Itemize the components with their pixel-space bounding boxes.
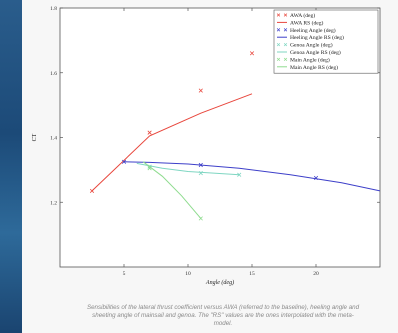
y-axis-label: CT bbox=[32, 133, 38, 141]
caption-line-1: Sensibilities of the lateral thrust coef… bbox=[86, 304, 360, 311]
y-tick-label-2: 1.6 bbox=[50, 71, 57, 77]
figure-card: 5 10 15 20 1.2 1.4 1.6 1.8 AWA (deg) AWA RS (deg… bbox=[22, 0, 398, 333]
chart: 5 10 15 20 1.2 1.4 1.6 1.8 AWA (deg)AWA RS (deg… bbox=[32, 6, 381, 286]
data-point-2-0 bbox=[121, 159, 127, 164]
legend-entry-1: AWA RS (deg) bbox=[277, 19, 324, 26]
svg-text:Main Angle RS (deg): Main Angle RS (deg) bbox=[290, 64, 338, 71]
legend-entry-3: Heeling Angle RS (deg) bbox=[277, 34, 344, 41]
legend-entry-2: Heeling Angle (deg) bbox=[276, 27, 336, 34]
svg-text:AWA RS (deg): AWA RS (deg) bbox=[290, 19, 324, 26]
y-tick-label-0: 1.2 bbox=[50, 200, 57, 206]
series-line-7 bbox=[142, 161, 202, 219]
legend: AWA (deg)AWA RS (deg)Heeling Angle (deg)… bbox=[273, 9, 379, 74]
y-tick-label-3: 1.8 bbox=[50, 6, 57, 12]
series-group bbox=[89, 51, 381, 221]
legend-entry-5: Genoa Angle RS (deg) bbox=[277, 49, 341, 56]
y-tick-label-1: 1.4 bbox=[50, 136, 57, 142]
series-line-5 bbox=[136, 162, 240, 176]
svg-text:Heeling Angle (deg): Heeling Angle (deg) bbox=[290, 27, 336, 34]
figure-caption: Sensibilities of the lateral thrust coef… bbox=[48, 304, 398, 328]
svg-text:Heeling Angle RS (deg): Heeling Angle RS (deg) bbox=[290, 34, 344, 41]
axis-ticks: 5 10 15 20 1.2 1.4 1.6 1.8 bbox=[50, 6, 380, 277]
x-axis-label: Angle (deg) bbox=[205, 279, 234, 286]
x-tick-label-2: 15 bbox=[249, 271, 255, 277]
x-tick-label-0: 5 bbox=[123, 271, 126, 277]
legend-entry-7: Main Angle RS (deg) bbox=[277, 64, 338, 71]
svg-text:AWA (deg): AWA (deg) bbox=[290, 12, 315, 19]
series-line-3 bbox=[123, 161, 381, 192]
caption-line-2: sheeting angle of mainsail and genoa. Th… bbox=[92, 312, 354, 319]
legend-entry-4: Genoa Angle (deg) bbox=[276, 42, 333, 49]
caption-line-3: model. bbox=[213, 320, 233, 327]
legend-entry-0: AWA (deg) bbox=[276, 12, 315, 19]
data-point-0-3 bbox=[249, 51, 255, 56]
legend-box bbox=[273, 9, 379, 74]
svg-text:Genoa Angle RS (deg): Genoa Angle RS (deg) bbox=[290, 49, 341, 56]
data-point-4-2 bbox=[237, 172, 242, 177]
series-line-1 bbox=[91, 93, 253, 192]
svg-text:Main Angle (deg): Main Angle (deg) bbox=[290, 56, 330, 63]
svg-text:Genoa Angle (deg): Genoa Angle (deg) bbox=[290, 42, 333, 49]
legend-entry-6: Main Angle (deg) bbox=[276, 56, 330, 63]
x-tick-label-1: 10 bbox=[185, 271, 191, 277]
x-tick-label-3: 20 bbox=[313, 271, 319, 277]
data-point-0-2 bbox=[198, 88, 203, 93]
data-point-0-1 bbox=[147, 130, 152, 135]
